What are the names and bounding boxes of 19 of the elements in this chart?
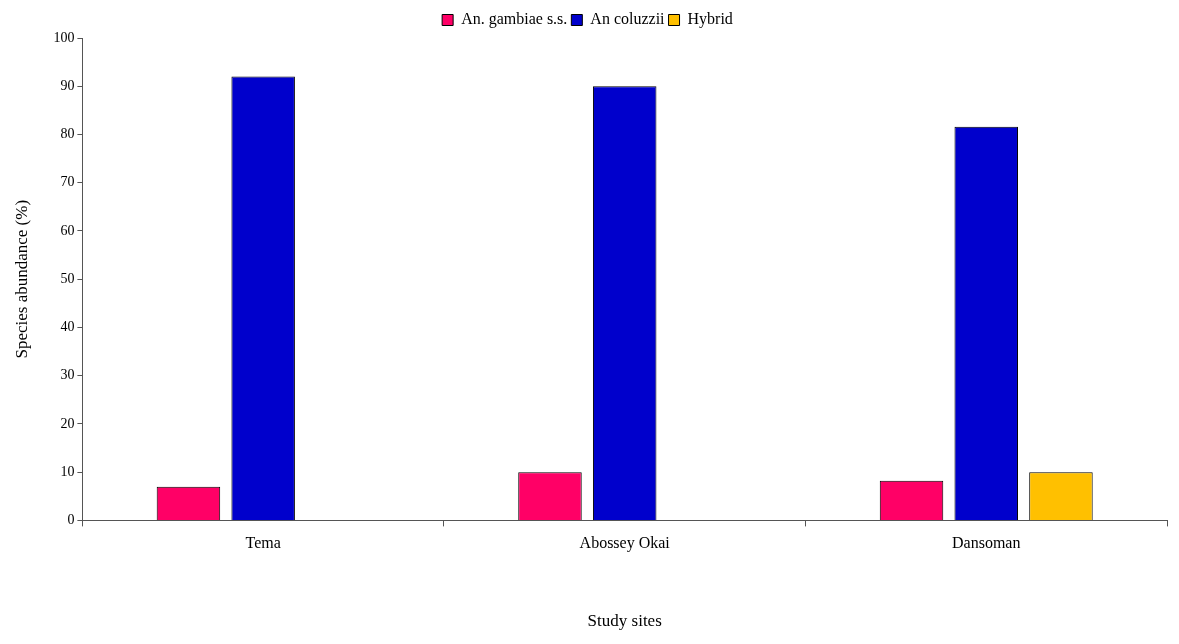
y-tick-label: 80 (60, 126, 75, 142)
legend-label: Hybrid (687, 10, 733, 29)
y-tick-label: 50 (60, 270, 75, 286)
y-tick-label: 60 (60, 222, 75, 238)
legend-label: An. gambiae s.s. (461, 10, 568, 29)
y-tick-label: 100 (53, 29, 75, 45)
y-tick-label: 40 (60, 319, 75, 335)
y-tick-label: 90 (60, 77, 75, 93)
x-tick-label: Abossey Okai (579, 534, 671, 553)
y-tick-label: 0 (67, 512, 75, 528)
x-axis-title: Study sites (587, 611, 662, 631)
x-tick-label: Tema (245, 534, 281, 552)
y-tick-label: 20 (60, 415, 75, 431)
x-tick-label: Dansoman (952, 534, 1021, 552)
y-tick-label: 30 (60, 367, 75, 383)
y-axis-title: Species abundance (%) (11, 199, 31, 359)
y-tick-label: 70 (60, 174, 75, 190)
y-tick-label: 10 (60, 463, 75, 479)
legend-label: An coluzzii (590, 10, 666, 28)
